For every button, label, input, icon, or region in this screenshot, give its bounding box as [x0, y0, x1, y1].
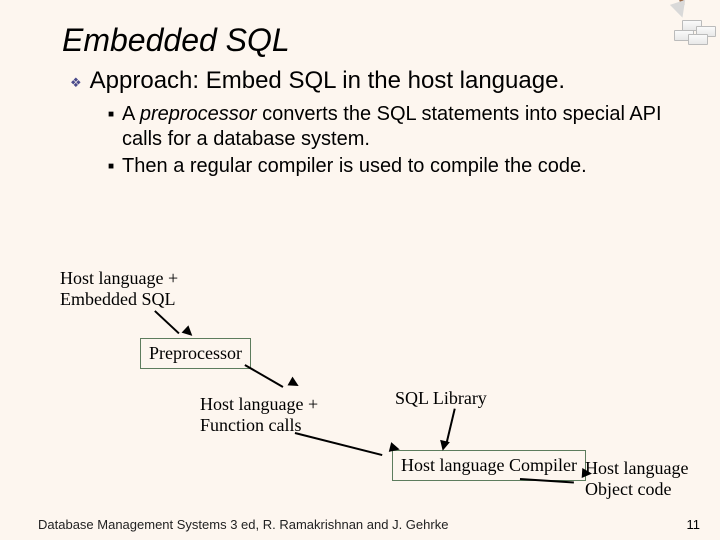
- footer-text: Database Management Systems 3 ed, R. Ram…: [38, 517, 448, 532]
- flow-arrow-head-icon: [287, 377, 301, 391]
- node-object-code: Host language Object code: [585, 458, 688, 499]
- square-bullet-icon: ■: [108, 161, 114, 172]
- bullet-level1-text: Approach: Embed SQL in the host language…: [90, 67, 565, 96]
- text-fragment: A: [122, 103, 140, 125]
- bullet-level2-b: ■ Then a regular compiler is used to com…: [108, 154, 696, 179]
- bullet-level1: ❖ Approach: Embed SQL in the host langua…: [70, 67, 720, 96]
- bullet-level2-a: ■ A preprocessor converts the SQL statem…: [108, 102, 696, 152]
- node-preprocessor: Preprocessor: [140, 338, 251, 369]
- node-host-function-calls: Host language + Function calls: [200, 394, 318, 435]
- bullet-level2-b-text: Then a regular compiler is used to compi…: [122, 154, 587, 179]
- page-number: 11: [687, 517, 701, 532]
- flow-diagram: Host language + Embedded SQL Preprocesso…: [0, 240, 720, 510]
- diamond-bullet-icon: ❖: [70, 75, 82, 91]
- flow-arrow-line: [446, 409, 456, 444]
- slide-title: Embedded SQL: [62, 22, 720, 59]
- node-host-embedded-sql: Host language + Embedded SQL: [60, 268, 178, 309]
- flow-arrow-line: [154, 310, 179, 334]
- flow-arrow-line: [245, 364, 284, 387]
- preprocessor-word: preprocessor: [140, 103, 257, 125]
- node-sql-library: SQL Library: [395, 388, 487, 409]
- square-bullet-icon: ■: [108, 109, 114, 120]
- flow-arrow-head-icon: [582, 468, 593, 479]
- brick-trowel-clipart: [662, 2, 718, 46]
- flow-arrow-line: [295, 432, 383, 455]
- node-compiler: Host language Compiler: [392, 450, 586, 481]
- bullet-level2-a-text: A preprocessor converts the SQL statemen…: [122, 102, 696, 152]
